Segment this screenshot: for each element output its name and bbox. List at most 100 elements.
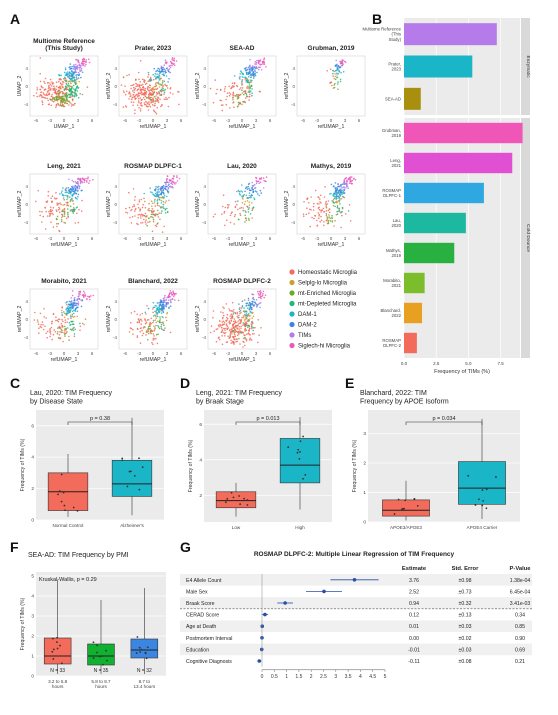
umap-cell-point (338, 209, 341, 211)
umap-cell-point (79, 179, 81, 181)
umap-cell-point (234, 321, 237, 324)
umap-cell-point (229, 107, 231, 109)
umap-cell-point (160, 323, 163, 326)
umap-cell-point (306, 197, 309, 199)
umap-cell-point (167, 296, 170, 299)
umap-cell-point (140, 88, 143, 90)
umap-cell-point (87, 176, 89, 178)
chart-data-point (302, 477, 304, 480)
umap-cell-point (156, 199, 159, 202)
umap-cell-point (226, 316, 228, 319)
umap-cell-point (244, 187, 247, 190)
umap-cell-point (145, 91, 148, 93)
umap-cell-point (341, 189, 344, 192)
umap-cell-point (246, 311, 248, 313)
umap-cell-point (49, 335, 51, 338)
umap-cell-point (260, 192, 263, 194)
umap-title: (This Study) (45, 45, 83, 52)
umap-cell-point (217, 337, 220, 339)
umap-cell-point (230, 212, 233, 214)
umap-y-tick: -4 (202, 220, 206, 225)
umap-cell-point (339, 203, 341, 205)
umap-cell-point (326, 219, 328, 222)
umap-cell-point (51, 81, 53, 83)
umap-cell-point (225, 303, 228, 305)
umap-cell-point (252, 77, 255, 79)
umap-cell-point (162, 68, 165, 70)
umap-cell-point (72, 200, 74, 202)
umap-cell-point (52, 97, 54, 100)
umap-cell-point (226, 92, 229, 94)
umap-x-tick: 0 (63, 351, 66, 356)
umap-cell-point (157, 96, 159, 98)
umap-cell-point (241, 316, 243, 319)
umap-cell-point (138, 320, 141, 323)
umap-cell-point (262, 63, 264, 65)
umap-cell-point (252, 311, 254, 314)
umap-cell-point (150, 99, 152, 101)
umap-cell-point (326, 203, 329, 205)
umap-y-tick: 4 (114, 184, 117, 189)
legend-swatch (289, 321, 295, 328)
chart-g-term: Cognitive Diagnosis (186, 659, 232, 665)
umap-cell-point (161, 328, 163, 331)
umap-cell-point (236, 340, 239, 343)
umap-cell-point (139, 342, 142, 344)
umap-cell-point (73, 333, 76, 335)
umap-cell-point (159, 98, 161, 101)
umap-cell-point (250, 323, 252, 325)
chart-x-tick: High (295, 525, 305, 530)
umap-plot-area (207, 55, 277, 117)
umap-cell-point (141, 320, 143, 322)
umap-cell-point (258, 194, 261, 197)
umap-cell-point (72, 306, 75, 308)
umap-cell-point (128, 91, 131, 93)
umap-cell-point (136, 222, 138, 225)
umap-cell-point (163, 188, 165, 190)
umap-cell-point (57, 203, 59, 206)
umap-cell-point (240, 70, 242, 72)
umap-cell-point (169, 300, 172, 302)
umap-cell-point (70, 297, 73, 299)
umap-cell-point (232, 320, 235, 323)
chart-data-point (102, 663, 104, 666)
umap-cell-point (339, 188, 342, 190)
umap-cell-point (124, 105, 127, 107)
umap-cell-point (62, 340, 64, 343)
umap-cell-point (137, 88, 139, 91)
umap-cell-point (254, 186, 257, 189)
umap-cell-point (155, 305, 158, 307)
chart-g-term: E4 Allele Count (186, 578, 222, 584)
umap-cell-point (140, 89, 142, 92)
umap-cell-point (53, 85, 55, 87)
umap-cell-point (153, 96, 156, 98)
chart-b-bar (404, 23, 497, 46)
umap-cell-point (245, 338, 248, 341)
umap-cell-point (134, 196, 136, 198)
umap-cell-point (73, 80, 76, 82)
umap-cell-point (245, 333, 248, 336)
legend-item: Selplg-lo Microglia (298, 281, 348, 287)
umap-cell-point (337, 182, 339, 185)
umap-cell-point (71, 86, 74, 88)
umap-cell-point (64, 194, 66, 197)
umap-cell-point (257, 180, 259, 183)
chart-g-pvalue: 0.69 (515, 647, 525, 653)
umap-cell-point (61, 325, 64, 328)
umap-x-tick: 6 (358, 236, 361, 241)
umap-cell-point (156, 204, 159, 207)
umap-cell-point (63, 207, 66, 210)
umap-cell-point (141, 83, 144, 86)
umap-cell-point (151, 230, 154, 233)
umap-cell-point (236, 313, 239, 315)
chart-data-point (413, 498, 416, 501)
umap-cell-point (161, 186, 164, 189)
umap-cell-point (164, 294, 166, 297)
umap-cell-point (236, 327, 238, 329)
umap-cell-point (130, 95, 132, 97)
umap-cell-point (334, 78, 337, 81)
umap-x-tick: 3 (77, 351, 80, 356)
umap-cell-point (171, 298, 174, 300)
chart-data-point (224, 501, 227, 504)
